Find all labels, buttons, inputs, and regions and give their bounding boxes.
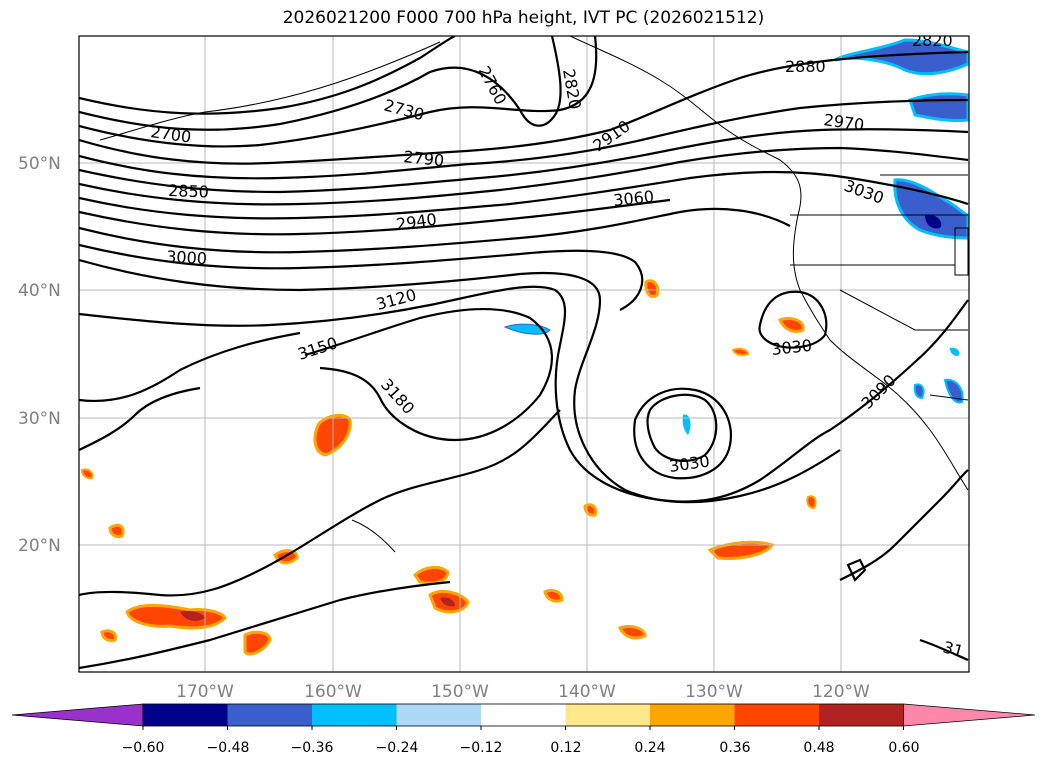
- positive-ivt-patch: [617, 624, 647, 640]
- negative-ivt-patch: [925, 214, 942, 229]
- colorbar-tick-label: 0.12: [550, 740, 581, 756]
- colorbar-tick-label: 0.60: [888, 740, 919, 756]
- colorbar-segment: [481, 704, 566, 726]
- colorbar-segment: [143, 704, 228, 726]
- grid-lines: [79, 36, 969, 672]
- colorbar: [11, 703, 1036, 730]
- colorbar-ticks: −0.60 −0.48 −0.36 −0.24 −0.12 0.12 0.24 …: [122, 740, 920, 756]
- negative-ivt-patch: [943, 378, 964, 404]
- lon-label-150w: 150°W: [431, 682, 489, 702]
- colorbar-tick-label: 0.24: [634, 740, 665, 756]
- lon-label-140w: 140°W: [558, 682, 616, 702]
- lon-label-170w: 170°W: [176, 682, 234, 702]
- positive-ivt-patch: [583, 503, 598, 517]
- lon-label-120w: 120°W: [812, 682, 870, 702]
- positive-ivt-patch: [806, 495, 817, 510]
- longitude-labels: 170°W 160°W 150°W 140°W 130°W 120°W: [176, 682, 870, 702]
- map-frame: [78, 35, 970, 673]
- positive-ivt-patch: [100, 629, 118, 642]
- contour-label: 2880: [785, 57, 826, 76]
- positive-ivt-patch: [778, 316, 805, 334]
- positive-ivt-patch: [125, 603, 227, 630]
- negative-ivt-patch: [682, 414, 691, 435]
- colorbar-tick-label: −0.24: [376, 740, 419, 756]
- positive-ivt-patch: [180, 610, 205, 621]
- map-background: [79, 36, 969, 672]
- coastlines: [99, 36, 969, 553]
- colorbar-tick-label: −0.60: [122, 740, 165, 756]
- colorbar-tick-label: 0.36: [719, 740, 750, 756]
- contour-label: 2850: [168, 181, 209, 201]
- colorbar-tick-label: −0.12: [460, 740, 503, 756]
- positive-ivt-patch: [644, 279, 660, 298]
- negative-ivt-patch: [913, 383, 925, 400]
- contour-label: 2790: [403, 147, 445, 170]
- positive-ivt-patch: [80, 468, 94, 480]
- positive-ivt-patch: [543, 588, 564, 603]
- colorbar-segment: [565, 704, 650, 726]
- colorbar-extend-min: [11, 703, 144, 727]
- contour-label: 31: [941, 638, 966, 662]
- colorbar-segment: [650, 704, 735, 726]
- contour-label: 3030: [770, 336, 812, 359]
- lat-label-50n: 50°N: [18, 154, 61, 174]
- negative-ivt-patch: [834, 38, 969, 76]
- lat-label-40n: 40°N: [18, 281, 61, 301]
- colorbar-segment: [734, 704, 819, 726]
- positive-ivt-patch: [108, 523, 125, 538]
- contour-label: 3060: [612, 187, 654, 210]
- colorbar-tick-label: −0.36: [291, 740, 334, 756]
- colorbar-segment: [819, 704, 904, 726]
- height-contours: [79, 36, 969, 670]
- lon-label-130w: 130°W: [685, 682, 743, 702]
- positive-ivt-patch: [731, 347, 750, 356]
- negative-ivt-patch: [893, 178, 969, 240]
- latitude-labels: 50°N 40°N 30°N 20°N: [18, 154, 61, 556]
- lon-label-160w: 160°W: [304, 682, 362, 702]
- negative-ivt-patch: [908, 92, 969, 122]
- lat-label-30n: 30°N: [18, 409, 61, 429]
- colorbar-segment: [312, 704, 397, 726]
- negative-ivt-patch: [950, 347, 960, 356]
- lat-label-20n: 20°N: [18, 536, 61, 556]
- colorbar-tick-label: 0.48: [803, 740, 834, 756]
- contour-label: 2820: [912, 31, 953, 50]
- positive-ivt-patch: [243, 630, 272, 656]
- map-title: 2026021200 F000 700 hPa height, IVT PC (…: [282, 8, 765, 28]
- colorbar-segment: [396, 704, 481, 726]
- colorbar-segment: [227, 704, 312, 726]
- ivt-shading: [80, 38, 969, 656]
- colorbar-extend-max: [903, 703, 1036, 727]
- contour-label: 3000: [166, 247, 208, 268]
- colorbar-tick-label: −0.48: [207, 740, 250, 756]
- positive-ivt-patch: [413, 566, 450, 585]
- colorbar-outline: [142, 703, 904, 727]
- positive-ivt-patch: [440, 597, 455, 607]
